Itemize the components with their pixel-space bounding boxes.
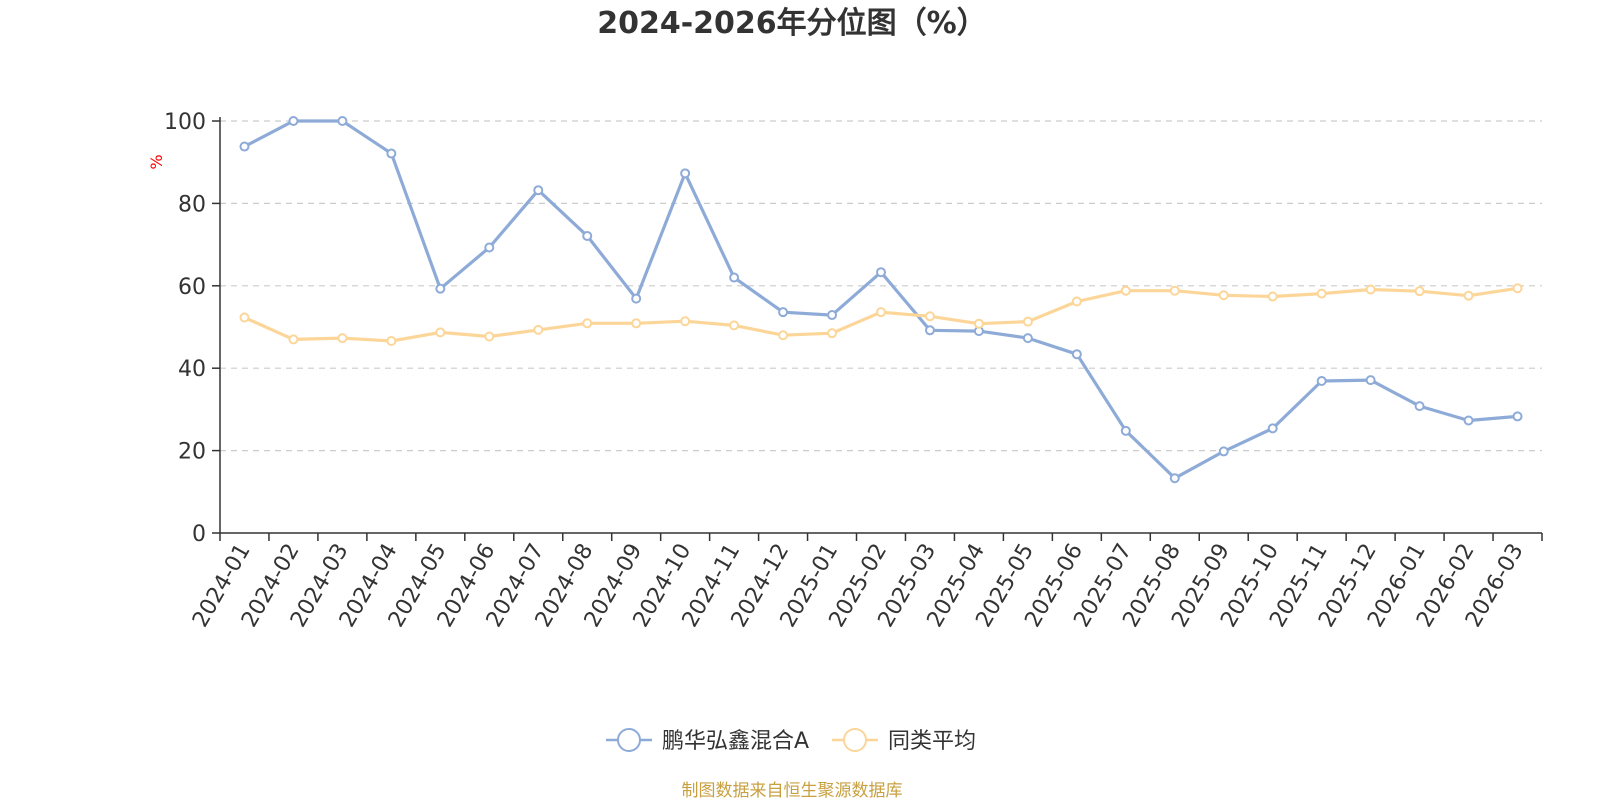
- data-point: [876, 307, 886, 318]
- legend-marker: [617, 728, 641, 752]
- series-line-0: [243, 119, 1518, 480]
- data-point: [680, 168, 691, 179]
- data-point: [386, 148, 397, 159]
- y-tick-label: 20: [178, 440, 206, 465]
- data-point: [1414, 401, 1425, 412]
- data-point: [1169, 285, 1180, 296]
- data-point: [435, 283, 446, 294]
- y-tick-label: 0: [192, 522, 206, 547]
- data-point: [924, 311, 935, 322]
- data-point: [973, 318, 984, 329]
- legend-item-0[interactable]: 鹏华弘鑫混合A: [606, 728, 809, 754]
- data-point: [288, 334, 299, 345]
- data-point: [1512, 411, 1523, 422]
- data-point: [1022, 333, 1033, 344]
- data-point: [778, 307, 789, 318]
- y-tick-label: 40: [178, 357, 206, 382]
- data-point: [533, 185, 544, 196]
- axes: 0204060801002024-012024-022024-032024-04…: [164, 110, 1543, 632]
- data-point: [827, 328, 838, 339]
- y-tick-label: 100: [164, 110, 206, 135]
- data-point: [1316, 288, 1327, 299]
- data-point: [1463, 290, 1474, 301]
- y-tick-label: 80: [178, 192, 206, 217]
- data-point: [827, 310, 838, 321]
- data-point: [435, 327, 446, 338]
- data-point: [729, 320, 740, 331]
- data-point: [484, 242, 495, 253]
- data-point: [1414, 286, 1425, 297]
- series-layer: [239, 116, 1523, 484]
- data-point: [239, 312, 250, 323]
- data-point: [1120, 425, 1131, 436]
- data-point: [1120, 285, 1131, 296]
- data-point: [729, 272, 740, 283]
- data-point: [484, 331, 495, 342]
- data-point: [1463, 415, 1474, 426]
- data-point: [680, 316, 691, 327]
- data-point: [288, 116, 299, 126]
- data-point: [1267, 423, 1278, 434]
- gridlines: [220, 120, 1542, 452]
- source-note: 制图数据来自恒生聚源数据库: [682, 781, 903, 800]
- data-point: [1071, 296, 1082, 307]
- legend[interactable]: 鹏华弘鑫混合A 同类平均: [606, 728, 976, 754]
- data-point: [876, 267, 886, 278]
- data-point: [1316, 375, 1327, 386]
- legend-label: 同类平均: [888, 729, 976, 754]
- legend-label: 鹏华弘鑫混合A: [662, 729, 809, 754]
- series-1: [239, 283, 1523, 347]
- y-axis-unit-label: %: [147, 154, 166, 169]
- data-point: [1365, 375, 1376, 386]
- data-point: [924, 325, 935, 336]
- data-point: [1218, 446, 1229, 457]
- data-point: [386, 336, 397, 347]
- data-point: [582, 318, 593, 329]
- data-point: [1218, 290, 1229, 301]
- data-point: [778, 330, 789, 341]
- data-point: [1169, 473, 1180, 484]
- data-point: [337, 116, 348, 126]
- series-0: [239, 116, 1523, 484]
- legend-item-1[interactable]: 同类平均: [832, 728, 976, 754]
- chart-title: 2024-2026年分位图（%）: [597, 6, 987, 41]
- legend-marker: [843, 728, 867, 752]
- data-point: [1512, 283, 1523, 294]
- data-point: [1267, 291, 1278, 302]
- data-point: [631, 293, 642, 304]
- data-point: [239, 141, 250, 152]
- data-point: [631, 318, 642, 329]
- y-tick-label: 60: [178, 275, 206, 300]
- data-point: [1365, 284, 1376, 295]
- data-point: [582, 230, 593, 241]
- data-point: [1071, 349, 1082, 360]
- data-point: [533, 324, 544, 335]
- data-point: [1022, 316, 1033, 327]
- data-point: [337, 333, 348, 344]
